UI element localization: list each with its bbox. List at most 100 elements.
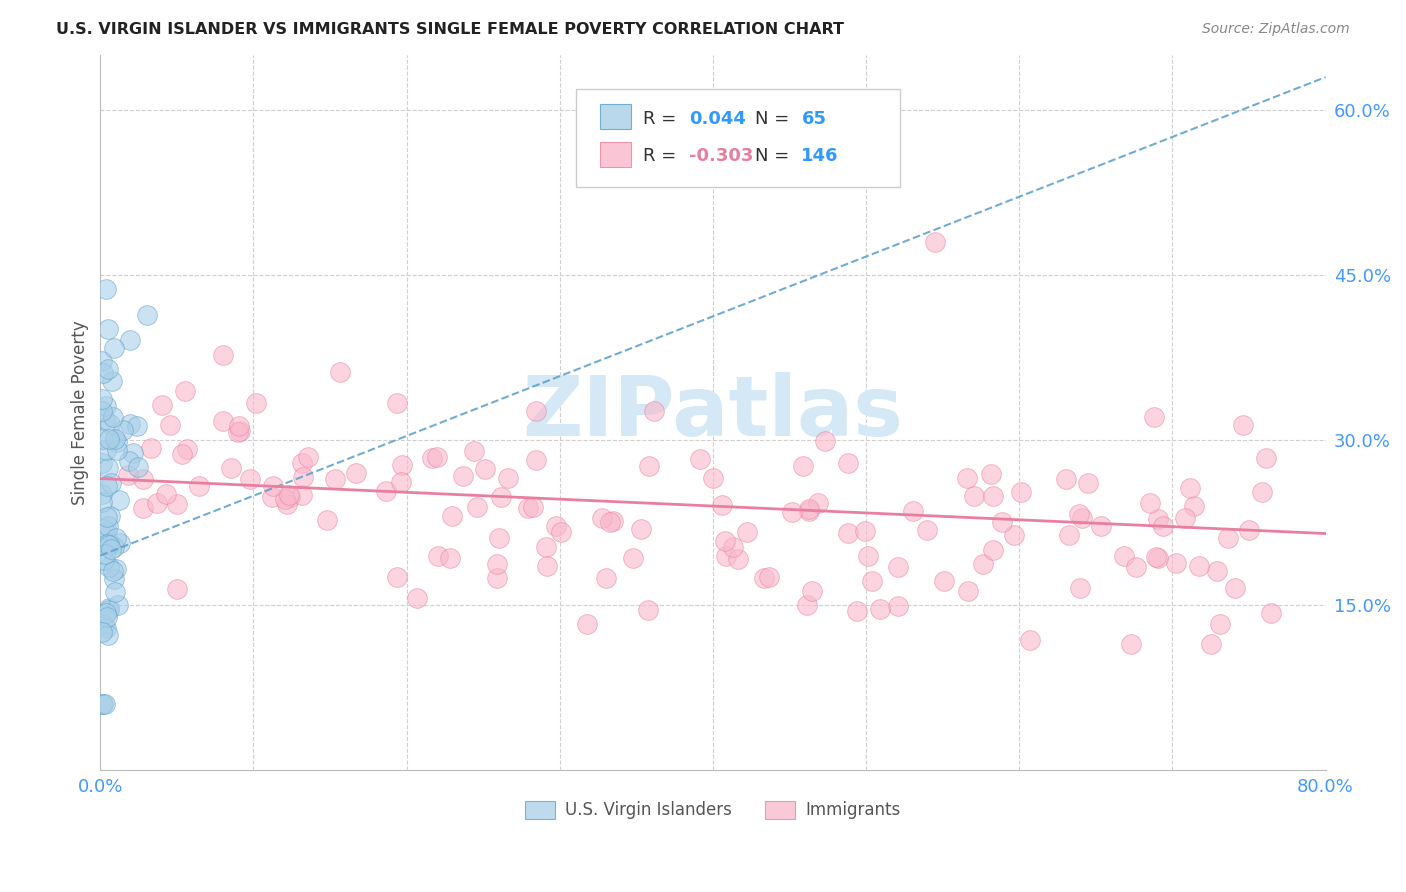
Point (1147, 551, 1170, 566)
Point (91, 697, 114, 711)
Point (94, 400, 117, 414)
Point (228, 419, 250, 434)
Point (239, 472, 262, 486)
Point (981, 543, 1004, 558)
Point (90, 697, 112, 711)
Point (105, 562, 128, 576)
Point (792, 458, 814, 473)
Point (93, 412, 115, 426)
Point (621, 550, 644, 565)
Point (845, 604, 868, 618)
Point (229, 424, 252, 438)
Point (934, 574, 956, 588)
Point (93, 522, 115, 536)
Point (1188, 559, 1211, 574)
Point (856, 549, 879, 563)
Point (132, 501, 155, 516)
Point (485, 558, 508, 572)
Point (754, 571, 776, 585)
Point (1010, 485, 1032, 500)
Point (97, 535, 120, 549)
Point (727, 551, 749, 566)
Point (278, 490, 301, 504)
Point (630, 522, 652, 536)
Text: -0.303: -0.303 (689, 147, 754, 165)
Text: 65: 65 (801, 110, 827, 128)
Point (187, 479, 209, 493)
Point (221, 461, 243, 475)
Point (534, 540, 557, 554)
Point (375, 483, 398, 498)
Point (451, 469, 474, 483)
Point (111, 424, 134, 438)
Point (96, 536, 118, 550)
Point (814, 434, 837, 449)
Point (93, 618, 115, 632)
Point (491, 490, 513, 504)
Point (176, 442, 198, 456)
Point (1251, 485, 1274, 500)
Point (956, 471, 979, 485)
Point (96, 524, 118, 538)
Point (226, 425, 249, 440)
Point (522, 500, 544, 515)
Point (103, 409, 125, 424)
Point (1112, 549, 1135, 563)
Point (1178, 482, 1201, 496)
Point (486, 571, 509, 585)
Point (278, 488, 301, 502)
Point (344, 466, 367, 480)
Point (104, 433, 127, 447)
Point (796, 598, 818, 612)
Point (1121, 636, 1143, 650)
Point (104, 531, 127, 545)
Point (638, 459, 661, 474)
Point (166, 497, 188, 511)
Point (1090, 519, 1112, 533)
Point (990, 515, 1012, 529)
Point (595, 571, 617, 585)
Text: ZIPatlas: ZIPatlas (523, 372, 904, 453)
Point (1256, 450, 1278, 465)
Point (103, 540, 125, 554)
Point (90, 487, 112, 501)
Point (860, 574, 883, 589)
Point (127, 419, 149, 434)
Point (391, 458, 413, 472)
Point (93, 552, 115, 566)
Point (276, 497, 298, 511)
Text: R =: R = (643, 110, 682, 128)
Point (643, 404, 665, 418)
Point (329, 365, 352, 379)
Point (94, 697, 117, 711)
Point (1002, 528, 1025, 542)
Point (291, 488, 314, 502)
Point (426, 450, 449, 464)
Point (544, 519, 567, 533)
Point (1125, 560, 1147, 574)
Point (591, 511, 613, 525)
Point (212, 415, 235, 429)
Point (441, 508, 464, 523)
Point (463, 444, 485, 458)
Point (807, 496, 830, 510)
Point (131, 472, 153, 486)
Point (714, 533, 737, 548)
Point (122, 445, 145, 459)
Point (100, 374, 122, 388)
Point (853, 524, 876, 538)
Text: 0.044: 0.044 (689, 110, 745, 128)
Point (96, 510, 118, 524)
Point (118, 333, 141, 347)
Point (1069, 581, 1091, 595)
Point (97, 362, 120, 376)
Point (869, 602, 891, 616)
Point (103, 572, 125, 586)
Text: Source: ZipAtlas.com: Source: ZipAtlas.com (1202, 22, 1350, 37)
Point (1174, 511, 1197, 525)
Point (90, 403, 112, 417)
Point (98, 509, 121, 524)
Point (758, 570, 780, 584)
Point (291, 456, 314, 470)
Point (91, 495, 114, 509)
